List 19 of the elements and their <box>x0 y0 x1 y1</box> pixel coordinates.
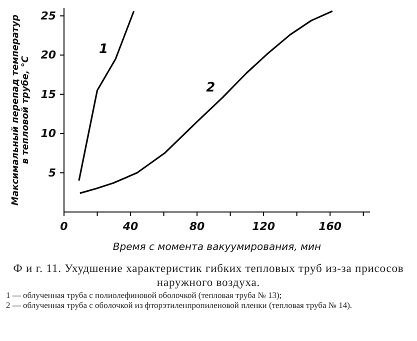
y-tick-label: 15 <box>40 88 56 101</box>
x-axis-title: Время с момента вакуумирования, мин <box>112 242 322 253</box>
series-label: 2 <box>206 80 216 96</box>
text: Ф и г. 11. Ухудшение характеристик гибких тепловых труб из-за присосов наружного воздуха. <box>12 262 405 290</box>
x-tick-label: 120 <box>252 220 276 233</box>
line-series <box>79 10 334 194</box>
text: 2 — облученная труба с оболочкой из фторэтиленпропиленовой пленки (тепловая труба № 14). <box>6 300 354 310</box>
y-tick-label: 25 <box>40 9 56 22</box>
y-tick-label: 10 <box>40 127 56 140</box>
x-tick-label: 160 <box>318 220 342 233</box>
line-series <box>78 10 135 182</box>
text: 1 — облученная труба с полиолефиновой оболочкой (тепловая труба № 13); <box>6 290 283 300</box>
y-tick-label: 20 <box>40 48 56 62</box>
series-label: 1 <box>99 42 108 57</box>
x-tick-label: 80 <box>189 220 206 233</box>
y-tick-label: 5 <box>48 166 56 180</box>
y-axis-title: Максимальный перепад температур в тепловой трубе, °С <box>11 14 31 206</box>
x-tick-label: 0 <box>60 220 68 233</box>
x-tick-label: 40 <box>122 220 139 233</box>
